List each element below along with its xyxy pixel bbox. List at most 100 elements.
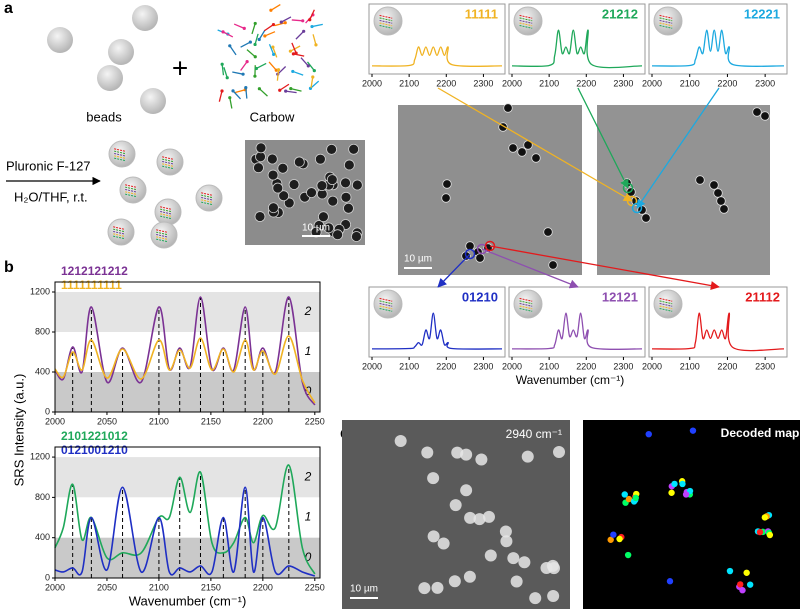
bead <box>500 535 512 547</box>
bead <box>464 512 476 524</box>
x-tick-label: 2000 <box>45 416 65 426</box>
molecule <box>230 46 236 55</box>
molecule <box>230 98 232 109</box>
inset-title: 12121 <box>602 289 638 304</box>
bead <box>289 179 299 189</box>
carbow-molecules <box>218 5 323 109</box>
x-tick-label: 2200 <box>253 582 273 592</box>
molecule <box>271 5 280 11</box>
x-tick-label: 2000 <box>642 78 662 88</box>
x-tick-label: 2300 <box>473 78 493 88</box>
bead <box>522 451 534 463</box>
x-tick-label: 2100 <box>680 78 700 88</box>
bead <box>278 163 288 173</box>
molecule <box>275 23 286 26</box>
decoded-bead <box>625 552 631 558</box>
bead <box>717 197 726 206</box>
conditions: H₂O/THF, r.t. <box>14 189 88 204</box>
x-tick-label: 2300 <box>755 78 775 88</box>
panel-label: a <box>4 0 13 17</box>
molecule-end <box>308 18 311 21</box>
x-tick-label: 2200 <box>436 78 456 88</box>
molecule <box>256 63 266 68</box>
bead-icon <box>155 199 181 225</box>
decoded-bead <box>762 514 768 520</box>
bead <box>540 562 552 574</box>
inset-title: 21212 <box>602 6 638 21</box>
bead <box>255 212 265 222</box>
scale-bar-label: 10 µm <box>404 254 432 265</box>
molecule-end <box>253 75 256 78</box>
molecule-end <box>278 89 281 92</box>
bead <box>341 178 351 188</box>
beads-group <box>47 5 166 114</box>
molecule-end <box>254 55 257 58</box>
x-tick-label: 2000 <box>642 361 662 371</box>
decoded-bead <box>671 481 677 487</box>
bead <box>451 447 463 459</box>
molecule <box>269 62 276 70</box>
bead <box>256 152 266 162</box>
x-tick-label: 2100 <box>680 361 700 371</box>
bead <box>504 104 513 113</box>
bead <box>696 176 705 185</box>
molecule-end <box>310 25 313 28</box>
bead-icon <box>196 185 222 211</box>
bead-icon-group <box>654 290 682 318</box>
molecule <box>286 91 297 92</box>
decoded-bead <box>679 481 685 487</box>
level-band <box>55 292 320 332</box>
carbow-label: Carbow <box>250 109 295 124</box>
decoded-bead <box>646 431 652 437</box>
molecule <box>301 58 308 66</box>
bead-icon-group <box>654 7 682 35</box>
x-tick-label: 2100 <box>399 361 419 371</box>
molecule-end <box>269 9 272 12</box>
molecule <box>241 42 251 47</box>
molecule <box>232 72 243 74</box>
level-band <box>55 457 320 497</box>
bead-icon <box>151 222 177 248</box>
molecule-end <box>246 60 249 63</box>
scale-bar-label: 10 µm <box>302 223 330 234</box>
molecule <box>247 50 255 57</box>
x-tick-label: 2000 <box>45 582 65 592</box>
x-tick-label: 2000 <box>362 361 382 371</box>
bead <box>421 446 433 458</box>
molecule <box>296 31 304 39</box>
bead <box>315 154 325 164</box>
bead <box>427 472 439 484</box>
reagent: Pluronic F-127 <box>6 158 91 173</box>
beads-label: beads <box>86 109 122 124</box>
bead <box>507 552 519 564</box>
bead <box>509 144 518 153</box>
bead <box>328 196 338 206</box>
molecule-end <box>272 53 275 56</box>
bead <box>443 180 452 189</box>
bead-icon <box>157 149 183 175</box>
bead <box>720 205 729 214</box>
bead <box>431 582 443 594</box>
inset-title: 12221 <box>744 6 780 21</box>
decoded-bead <box>727 568 733 574</box>
bead <box>344 160 354 170</box>
level-label: 2 <box>304 469 312 483</box>
y-tick-label: 800 <box>35 326 50 336</box>
bead <box>475 454 487 466</box>
x-tick-label: 2250 <box>305 582 325 592</box>
y-tick-label: 800 <box>35 492 50 502</box>
bead <box>553 446 565 458</box>
x-tick-label: 2000 <box>362 78 382 88</box>
bead <box>753 108 762 117</box>
inset-title: 21112 <box>745 289 780 304</box>
bead <box>761 112 770 121</box>
molecule-end <box>228 44 231 47</box>
x-axis-label: Wavenumber (cm⁻¹) <box>516 373 625 387</box>
x-tick-label: 2100 <box>149 582 169 592</box>
molecule-end <box>313 69 316 72</box>
legend-entry: 2101221012 <box>61 429 128 443</box>
bead <box>268 170 278 180</box>
bead <box>485 549 497 561</box>
molecule <box>312 24 323 26</box>
bead <box>438 537 450 549</box>
